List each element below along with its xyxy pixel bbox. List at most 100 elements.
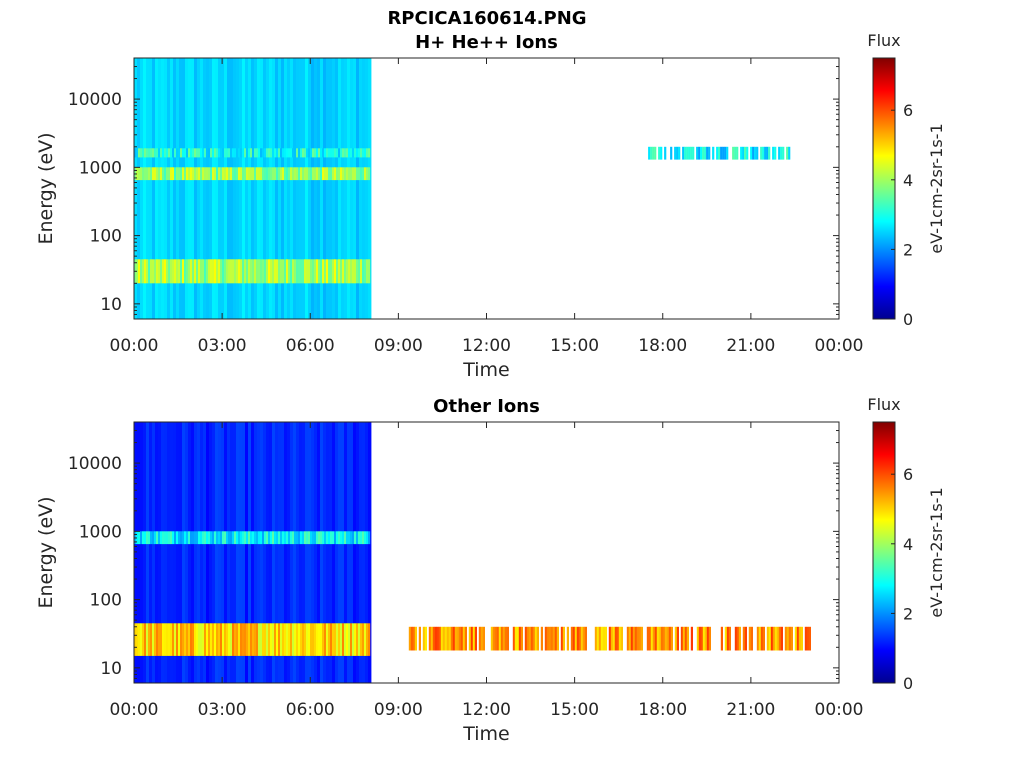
spectrogram-column (179, 58, 183, 319)
spectrogram-band-cell (310, 167, 313, 181)
spectrogram-column (275, 422, 279, 683)
spectrogram-band-cell (316, 148, 319, 158)
spectrogram-column (242, 422, 246, 683)
spectrogram-band-cell (242, 623, 245, 656)
spectrogram-column (353, 58, 357, 319)
spectrogram-band-cell (206, 259, 209, 284)
spectrogram-column (350, 58, 354, 319)
spectrogram-band-cell (266, 148, 269, 158)
spectrogram-column (230, 58, 234, 319)
spectrogram-band-cell (242, 531, 245, 545)
spectrogram-band-cell (324, 167, 327, 181)
spectrogram-band-cell (650, 146, 653, 160)
spectrogram-band-cell (360, 259, 363, 284)
spectrogram-band-cell (338, 623, 341, 656)
spectrogram-band-cell (516, 626, 519, 651)
x-tick-label: 21:00 (726, 336, 775, 356)
y-tick-label: 100 (90, 591, 122, 611)
spectrogram-band-cell (358, 167, 361, 181)
spectrogram-band-cell (348, 259, 351, 284)
spectrogram-band-cell (236, 259, 239, 284)
spectrogram-band-cell (188, 623, 191, 656)
spectrogram-band-cell (208, 531, 211, 545)
spectrogram-band-cell (668, 626, 671, 651)
spectrogram-band-cell (276, 148, 279, 158)
spectrogram-band-cell (546, 626, 549, 651)
x-tick-label: 15:00 (550, 336, 599, 356)
colorbar-tick-label: 2 (903, 604, 913, 623)
spectrogram-band-cell (344, 148, 347, 158)
spectrogram-band-cell (200, 531, 203, 545)
spectrogram-band-cell (286, 259, 289, 284)
spectrogram-band-cell (260, 148, 263, 158)
spectrogram-band-cell (772, 146, 775, 160)
spectrogram-band-cell (500, 626, 503, 651)
spectrogram-band-cell (678, 146, 681, 160)
spectrogram-column (140, 422, 144, 683)
spectrogram-band-cell (570, 626, 573, 651)
spectrogram-band-cell (166, 259, 169, 284)
spectrogram-band-cell (358, 259, 361, 284)
spectrogram-band-cell (140, 531, 143, 545)
spectrogram-column (353, 422, 357, 683)
spectrogram-band-cell (258, 531, 261, 545)
spectrogram-band-cell (256, 531, 259, 545)
spectrogram-column (245, 58, 249, 319)
spectrogram-band-cell (218, 623, 221, 656)
spectrogram-band-cell (202, 259, 205, 284)
spectrogram-band-cell (298, 167, 301, 181)
spectrogram-band-cell (662, 626, 665, 651)
spectrogram-band-cell (800, 626, 803, 651)
spectrogram-column (233, 422, 237, 683)
spectrogram-band-cell (450, 626, 453, 651)
spectrogram-band-cell (306, 259, 309, 284)
spectrogram-band-cell (316, 623, 319, 656)
spectrogram-column (170, 422, 174, 683)
spectrogram-band-cell (364, 531, 367, 545)
spectrogram-band-cell (432, 626, 435, 651)
spectrogram-band-cell (244, 167, 247, 181)
spectrogram-band-cell (168, 167, 171, 181)
spectrogram-band-cell (290, 259, 293, 284)
spectrogram-band-cell (674, 146, 677, 160)
spectrogram-band-cell (194, 148, 197, 158)
spectrogram-band-cell (328, 259, 331, 284)
spectrogram-band-cell (244, 623, 247, 656)
spectrogram-band-cell (776, 626, 779, 651)
spectrogram-band-cell (726, 146, 729, 160)
spectrogram-band-cell (208, 623, 211, 656)
spectrogram-band-cell (292, 531, 295, 545)
spectrogram-band-cell (220, 531, 223, 545)
spectrogram-band-cell (174, 148, 177, 158)
spectrogram-band-cell (220, 148, 223, 158)
spectrogram-band-cell (226, 148, 229, 158)
spectrogram-band-cell (316, 531, 319, 545)
spectrogram-column (185, 58, 189, 319)
spectrogram-band-cell (664, 146, 667, 160)
spectrogram-column (212, 422, 216, 683)
spectrogram-band-cell (264, 167, 267, 181)
spectrogram-band-cell (214, 148, 217, 158)
spectrogram-band-cell (276, 167, 279, 181)
spectrogram-band-cell (364, 167, 367, 181)
spectrogram-band-cell (236, 148, 239, 158)
spectrogram-band-cell (342, 148, 345, 158)
spectrogram-band-cell (160, 148, 163, 158)
spectrogram-column (272, 422, 276, 683)
spectrogram-band-cell (240, 259, 243, 284)
spectrogram-band-cell (258, 259, 261, 284)
spectrogram-band-cell (142, 623, 145, 656)
spectrogram-column (302, 422, 306, 683)
spectrogram-band-cell (174, 259, 177, 284)
spectrogram-band-cell (638, 626, 641, 651)
spectrogram-band-cell (198, 623, 201, 656)
spectrogram-band-cell (738, 626, 741, 651)
spectrogram-band-cell (332, 623, 335, 656)
spectrogram-band-cell (184, 148, 187, 158)
spectrogram-column (290, 422, 294, 683)
spectrogram-band-cell (584, 626, 587, 651)
spectrogram-band-cell (264, 259, 267, 284)
spectrogram-band-cell (164, 623, 167, 656)
spectrogram-band-cell (298, 531, 301, 545)
spectrogram-band-cell (296, 623, 299, 656)
